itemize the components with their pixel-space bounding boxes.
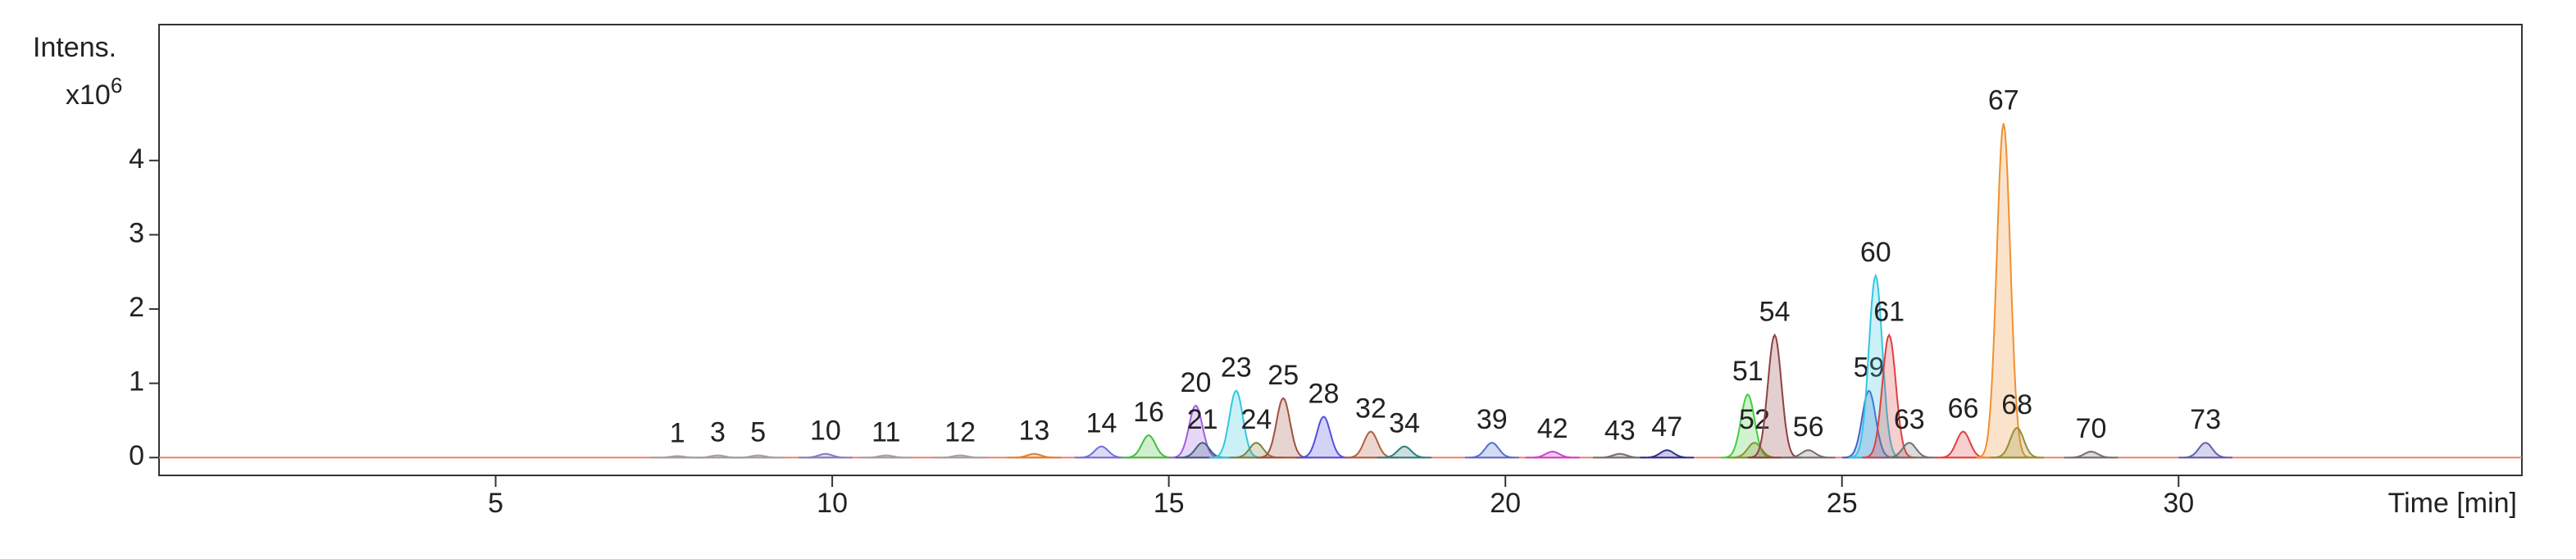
peak-label: 25 xyxy=(1268,360,1299,391)
peak-label: 3 xyxy=(710,417,726,448)
peak xyxy=(1862,333,1917,459)
peak xyxy=(933,454,987,459)
peak xyxy=(1377,445,1431,459)
x-tick-label: 25 xyxy=(1827,488,1858,519)
peak-label: 70 xyxy=(2076,413,2107,444)
peak xyxy=(1781,449,1836,459)
peak xyxy=(1747,333,1802,459)
peak-label: 1 xyxy=(670,417,685,448)
peak xyxy=(1122,434,1176,459)
x-tick-label: 20 xyxy=(1490,488,1521,519)
x-tick-label: 10 xyxy=(817,488,848,519)
peak-label: 43 xyxy=(1604,416,1636,447)
peak-label: 16 xyxy=(1133,397,1164,428)
peak xyxy=(1464,442,1519,459)
x-tick-label: 15 xyxy=(1154,488,1185,519)
peak-label: 51 xyxy=(1732,356,1764,387)
peak-label: 47 xyxy=(1651,411,1682,443)
peak-label: 10 xyxy=(810,416,841,447)
y-tick-label: 0 xyxy=(129,440,144,471)
peak xyxy=(799,452,853,459)
peak xyxy=(1592,452,1647,459)
peak xyxy=(1208,389,1263,459)
peak xyxy=(1640,449,1695,459)
peak-label: 42 xyxy=(1537,413,1568,444)
peak-label: 5 xyxy=(750,417,766,448)
peak-label: 54 xyxy=(1759,297,1791,328)
y-axis-scale: x106 xyxy=(66,73,122,111)
peak xyxy=(1256,397,1311,459)
peak-label: 32 xyxy=(1355,393,1386,425)
peak-label: 34 xyxy=(1389,408,1420,439)
peak-label: 67 xyxy=(1988,84,2019,116)
peak-label: 60 xyxy=(1860,237,1891,268)
peak xyxy=(1525,450,1580,459)
x-tick-label: 5 xyxy=(488,488,503,519)
peak-label: 11 xyxy=(872,417,900,448)
peak xyxy=(858,454,913,459)
peak-label: 23 xyxy=(1221,352,1252,384)
peak-label: 63 xyxy=(1894,404,1925,435)
peak-label: 24 xyxy=(1240,404,1272,435)
peak-label: 61 xyxy=(1873,297,1905,328)
y-scale-exponent: 6 xyxy=(111,73,122,98)
peak xyxy=(1841,389,1896,459)
peak xyxy=(1936,430,1991,459)
peak-label: 66 xyxy=(1948,393,1979,425)
y-tick-label: 2 xyxy=(129,292,144,323)
peak xyxy=(730,454,785,459)
peak-label: 56 xyxy=(1793,411,1824,443)
peak xyxy=(1720,393,1775,459)
peak-label: 73 xyxy=(2190,404,2221,435)
x-tick-label: 30 xyxy=(2163,488,2194,519)
peak-label: 13 xyxy=(1018,416,1049,447)
y-axis-label: Intens. xyxy=(33,32,116,63)
peak-label: 39 xyxy=(1477,404,1508,435)
x-axis-label: Time [min] xyxy=(2388,488,2517,519)
peak xyxy=(1976,123,2031,459)
peak xyxy=(1848,273,1903,459)
y-tick-label: 3 xyxy=(129,217,144,248)
peak xyxy=(1074,445,1129,459)
peak xyxy=(1990,426,2044,459)
peak xyxy=(2064,450,2119,459)
peak-label: 20 xyxy=(1181,367,1212,398)
peak-label: 21 xyxy=(1187,404,1218,435)
peak-label: 28 xyxy=(1308,378,1340,409)
peak-label: 68 xyxy=(2001,389,2032,420)
peak-label: 12 xyxy=(944,417,976,448)
peak xyxy=(1007,452,1062,459)
y-tick-label: 4 xyxy=(129,143,144,175)
peak xyxy=(2178,442,2232,459)
peak xyxy=(1882,442,1937,459)
y-tick-label: 1 xyxy=(129,366,144,398)
plot-frame xyxy=(158,24,2523,476)
peak xyxy=(1296,416,1351,459)
y-scale-base: x10 xyxy=(66,80,111,111)
peak-label: 14 xyxy=(1086,408,1117,439)
